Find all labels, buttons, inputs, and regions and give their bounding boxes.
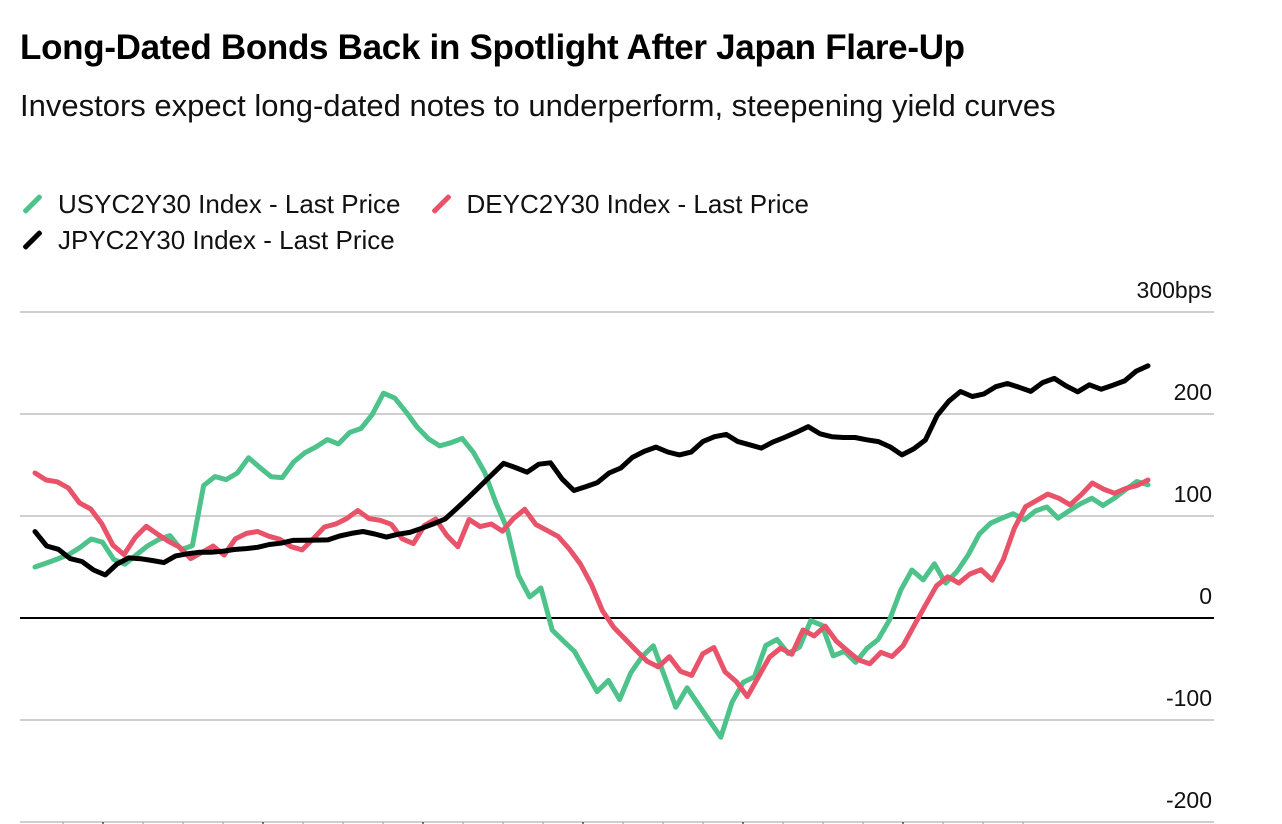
legend: USYC2Y30 Index - Last Price DEYC2Y30 Ind… (20, 186, 837, 258)
chart-subtitle: Investors expect long-dated notes to und… (20, 88, 1056, 123)
y-tick-label: 0 (1199, 583, 1212, 609)
series-line-usyc2y30 (32, 390, 1151, 740)
chart-title: Long-Dated Bonds Back in Spotlight After… (20, 28, 965, 67)
legend-item-usyc2y30[interactable]: USYC2Y30 Index - Last Price (20, 189, 401, 220)
y-tick-label: 300bps (1137, 277, 1212, 303)
legend-item-jpyc2y30[interactable]: JPYC2Y30 Index - Last Price (20, 225, 395, 256)
legend-item-deyc2y30[interactable]: DEYC2Y30 Index - Last Price (429, 189, 810, 220)
gridlines (20, 311, 1214, 823)
series-lines (32, 363, 1151, 740)
legend-label-jpyc2y30: JPYC2Y30 Index - Last Price (58, 224, 395, 255)
y-tick-label: 100 (1174, 481, 1212, 507)
y-tick-label: -200 (1166, 787, 1212, 813)
y-tick-label: 200 (1174, 379, 1212, 405)
legend-label-usyc2y30: USYC2Y30 Index - Last Price (58, 188, 401, 219)
legend-label-deyc2y30: DEYC2Y30 Index - Last Price (466, 188, 810, 219)
y-tick-label: -100 (1166, 685, 1212, 711)
y-axis-ticks: 300bps 200 100 0 -100 -200 (1137, 277, 1212, 813)
series-line-jpyc2y30 (32, 363, 1151, 578)
